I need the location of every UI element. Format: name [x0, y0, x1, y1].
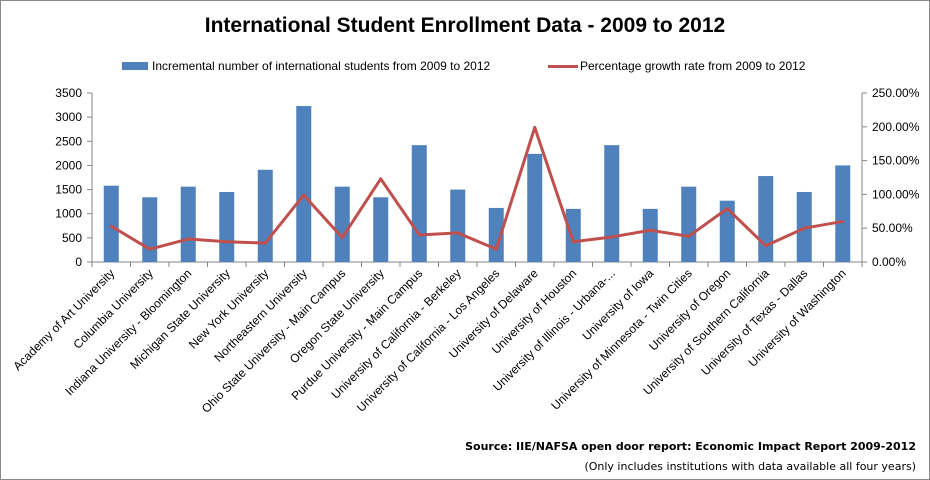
growth-point	[764, 244, 768, 248]
growth-point	[302, 193, 306, 197]
plot-area: 0 500 1000 1500 2000 2500 3000 3500 0.00% 50.00% 1…	[10, 86, 920, 416]
bar	[373, 197, 389, 262]
bar	[334, 186, 350, 262]
growth-point	[802, 226, 806, 230]
bar	[642, 208, 658, 262]
y-right-tick-label: 100.00%	[872, 187, 920, 201]
growth-point	[610, 235, 614, 239]
y-left-tick-label: 500	[62, 231, 82, 245]
legend-bar-swatch	[122, 62, 148, 70]
growth-point	[687, 234, 691, 238]
legend-line-swatch	[548, 65, 578, 68]
bar	[527, 153, 543, 262]
legend-line-label: Percentage growth rate from 2009 to 2012	[580, 59, 806, 73]
bar	[142, 197, 158, 262]
growth-point	[841, 219, 845, 223]
growth-point	[456, 231, 460, 235]
chart-title: International Student Enrollment Data - …	[204, 14, 726, 37]
legend-bar-label: Incremental number of international stud…	[152, 59, 491, 73]
y-left-tick-label: 1000	[55, 207, 82, 221]
growth-point	[340, 236, 344, 240]
bar	[681, 186, 697, 262]
bar	[219, 191, 235, 262]
bar	[257, 169, 273, 262]
y-left-tick-label: 1500	[55, 183, 82, 197]
y-left-tick-label: 0	[75, 255, 82, 269]
y-right-tick-label: 0.00%	[872, 255, 906, 269]
y-left-tick-label: 2500	[55, 134, 82, 148]
growth-point	[533, 125, 537, 129]
bar	[835, 165, 851, 262]
growth-point	[494, 247, 498, 251]
growth-point	[109, 224, 113, 228]
y-right-tick-label: 250.00%	[872, 86, 920, 100]
growth-point	[379, 177, 383, 181]
bar	[758, 176, 774, 262]
growth-point	[148, 247, 152, 251]
y-right-tick-label: 50.00%	[872, 221, 913, 235]
bar	[103, 185, 119, 262]
x-category-label: University of Minnesota - Twin Cities	[548, 266, 695, 413]
bar	[411, 145, 427, 262]
bar	[719, 200, 735, 262]
bar	[450, 189, 466, 262]
bar	[180, 186, 196, 262]
bar	[604, 145, 620, 262]
y-right-tick-label: 150.00%	[872, 154, 920, 168]
growth-point	[225, 240, 229, 244]
y-left-tick-label: 2000	[55, 158, 82, 172]
growth-line	[110, 125, 844, 251]
x-category-label: Ohio State University - Main Campus	[199, 266, 348, 415]
growth-point	[648, 228, 652, 232]
y-left-tick-label: 3000	[55, 110, 82, 124]
growth-point	[186, 237, 190, 241]
y-left-tick-label: 3500	[55, 86, 82, 100]
x-category-label: University of California - Los Angeles	[354, 266, 503, 415]
x-category-label: University of Iowa	[580, 266, 657, 343]
growth-point	[417, 233, 421, 237]
growth-point	[263, 241, 267, 245]
growth-point	[725, 207, 729, 211]
bar	[565, 208, 581, 262]
source-note: Source: IIE/NAFSA open door report: Econ…	[465, 440, 916, 453]
growth-point	[571, 240, 575, 244]
legend: Incremental number of international stud…	[0, 59, 930, 76]
footnote: (Only includes institutions with data av…	[584, 460, 916, 473]
bar	[296, 106, 312, 262]
y-right-tick-label: 200.00%	[872, 120, 920, 134]
